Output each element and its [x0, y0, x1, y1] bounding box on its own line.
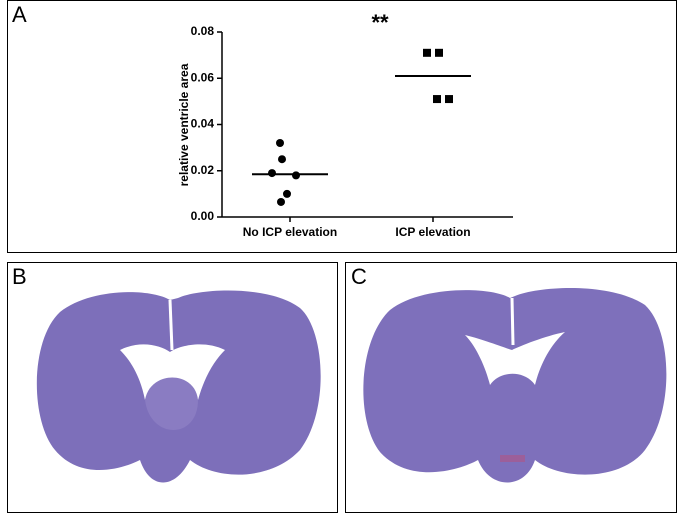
y-tick-label: 0.00: [191, 209, 215, 223]
histology-image: [36, 290, 321, 483]
data-point: [283, 189, 291, 198]
y-tick-label: 0.06: [191, 70, 215, 84]
significance-annotation: **: [371, 10, 389, 35]
data-point: [445, 95, 453, 104]
y-tick-label: 0.04: [191, 117, 215, 131]
data-point: [268, 169, 276, 178]
data-point: [423, 48, 431, 57]
data-point: [292, 171, 300, 180]
x-tick-label: No ICP elevation: [243, 225, 337, 239]
panel-a-frame: [7, 0, 677, 253]
y-axis-label: relative ventricle area: [177, 63, 191, 186]
data-point: [435, 48, 443, 57]
y-tick-label: 0.08: [191, 24, 215, 38]
data-point: [277, 197, 285, 206]
panel-c-frame: [345, 262, 677, 513]
panel-label: C: [351, 264, 367, 289]
panel-label: A: [12, 2, 27, 27]
histology-image: [363, 288, 667, 483]
data-point: [433, 95, 441, 104]
y-tick-label: 0.02: [191, 163, 215, 177]
panel-b-frame: [7, 262, 338, 513]
data-point: [278, 155, 286, 164]
x-tick-label: ICP elevation: [395, 225, 470, 239]
data-point: [276, 139, 284, 147]
panel-label: B: [12, 264, 27, 289]
